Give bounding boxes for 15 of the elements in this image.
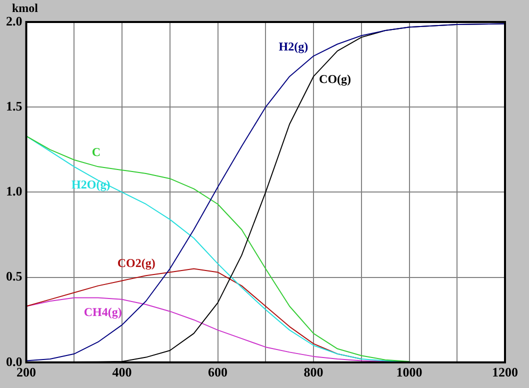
y-axis-title: kmol <box>12 1 39 16</box>
y-tick-label: 1.5 <box>6 98 23 114</box>
x-tick-label: 1200 <box>492 364 518 380</box>
x-tick-label: 800 <box>304 364 324 380</box>
series-label: H2(g) <box>278 40 308 54</box>
x-tick-label: 1000 <box>396 364 422 380</box>
y-tick-label: 1.0 <box>6 184 22 199</box>
series-label: CH4(g) <box>84 305 122 320</box>
y-tick-label: 0.5 <box>6 268 23 284</box>
series-label: C <box>92 145 100 160</box>
series-label: CO(g) <box>319 72 352 86</box>
y-tick-label: 2.0 <box>6 13 22 28</box>
series-label: CO2(g) <box>117 256 156 270</box>
x-tick-label: 600 <box>208 364 228 380</box>
x-tick-label: 400 <box>112 364 132 380</box>
